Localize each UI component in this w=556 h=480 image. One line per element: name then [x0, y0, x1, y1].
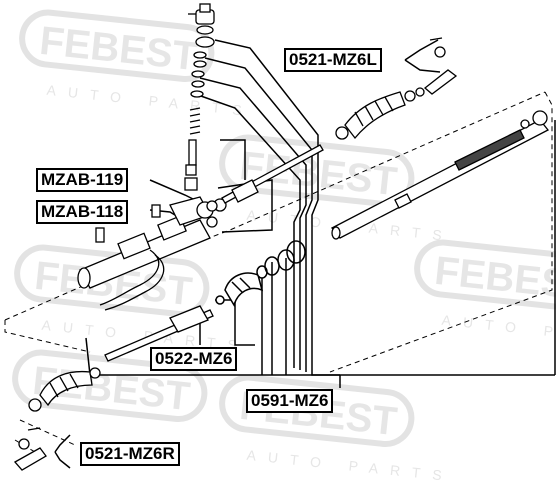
label-mzab-118[interactable]: MZAB-118 — [36, 200, 129, 224]
label-mzab-119[interactable]: MZAB-119 — [36, 168, 129, 192]
watermark-sub-5: AUTO PARTS — [246, 447, 454, 480]
seal-rings — [215, 240, 306, 307]
label-0591-mz6[interactable]: 0591-MZ6 — [246, 389, 334, 413]
right-boot-assembly — [335, 37, 458, 140]
left-boot-assembly — [13, 305, 214, 471]
label-0522-mz6[interactable]: 0522-MZ6 — [150, 347, 238, 371]
label-0521-mz6l[interactable]: 0521-MZ6L — [284, 48, 382, 72]
upper-rack-rod — [206, 144, 324, 212]
leader-lines — [54, 39, 556, 469]
rack-housing — [77, 196, 227, 311]
label-0521-mz6r[interactable]: 0521-MZ6R — [80, 442, 180, 466]
rack-bar — [330, 110, 550, 240]
watermark-sub-4: AUTO PARTS — [441, 312, 556, 350]
watermark-sub-1: AUTO PARTS — [46, 82, 254, 120]
upper-column-parts — [184, 3, 215, 191]
